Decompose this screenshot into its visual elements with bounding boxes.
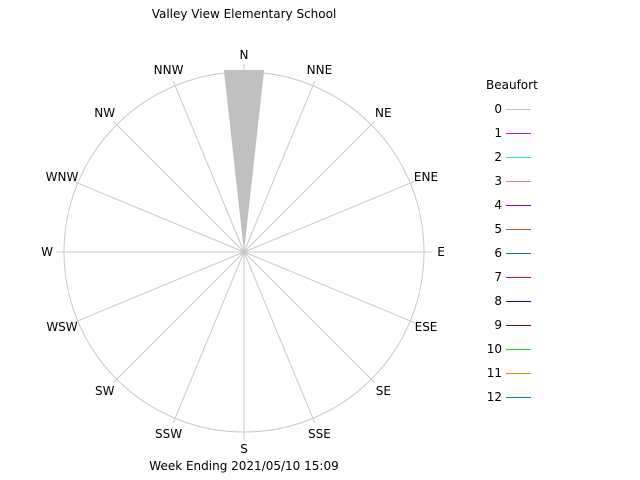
- legend-item-beaufort-12: 12: [478, 390, 538, 404]
- legend-label: 1: [494, 126, 502, 140]
- chart-title: Valley View Elementary School: [151, 7, 337, 21]
- legend-swatch-line: [506, 109, 531, 110]
- direction-label-ene: ENE: [413, 169, 439, 184]
- legend-swatch-line: [506, 301, 531, 302]
- legend-item-beaufort-9: 9: [478, 318, 538, 332]
- legend-item-beaufort-8: 8: [478, 294, 538, 308]
- wedge-n-beaufort-0: [223, 70, 265, 252]
- direction-label-ese: ESE: [414, 320, 438, 335]
- direction-label-ssw: SSW: [155, 427, 183, 441]
- spoke-wnw: [72, 180, 245, 253]
- legend-swatch-line: [506, 373, 531, 374]
- legend-label: 3: [494, 174, 502, 188]
- legend-label: 11: [486, 366, 502, 380]
- direction-label-sw: SW: [94, 384, 115, 399]
- legend-swatch-line: [506, 229, 531, 230]
- legend-swatch-line: [506, 253, 531, 254]
- wind-wedges: [223, 70, 265, 252]
- direction-label-sse: SSE: [307, 427, 331, 441]
- spoke-nne: [243, 80, 316, 253]
- legend-item-beaufort-7: 7: [478, 270, 538, 284]
- legend-item-beaufort-1: 1: [478, 126, 538, 140]
- polar-grid: [56, 64, 432, 440]
- legend-item-beaufort-2: 2: [478, 150, 538, 164]
- direction-label-se: SE: [375, 384, 391, 399]
- legend-title: Beaufort: [486, 78, 538, 92]
- direction-label-w: W: [41, 245, 53, 259]
- legend-swatch-line: [506, 349, 531, 350]
- legend-label: 9: [494, 318, 502, 332]
- direction-label-nw: NW: [94, 105, 116, 120]
- legend-swatch-line: [506, 181, 531, 182]
- legend-item-beaufort-3: 3: [478, 174, 538, 188]
- legend-item-beaufort-10: 10: [478, 342, 538, 356]
- spoke-ese: [243, 251, 416, 324]
- chart-footer: Week Ending 2021/05/10 15:09: [149, 459, 339, 473]
- legend-label: 5: [494, 222, 502, 236]
- spoke-nnw: [172, 80, 245, 253]
- direction-label-nnw: NNW: [153, 63, 184, 77]
- legend-label: 12: [486, 390, 502, 404]
- direction-label-s: S: [240, 442, 248, 456]
- spoke-se: [243, 251, 376, 384]
- spoke-ssw: [172, 251, 245, 424]
- legend-label: 7: [494, 270, 502, 284]
- legend-swatch-line: [506, 157, 531, 158]
- spoke-wsw: [72, 251, 245, 324]
- direction-label-nne: NNE: [306, 63, 333, 77]
- legend-swatch-line: [506, 277, 531, 278]
- legend-item-beaufort-11: 11: [478, 366, 538, 380]
- legend-item-beaufort-4: 4: [478, 198, 538, 212]
- legend-label: 0: [494, 102, 502, 116]
- legend-swatch-line: [506, 205, 531, 206]
- legend-swatch-line: [506, 325, 531, 326]
- legend-label: 4: [494, 198, 502, 212]
- spoke-ene: [243, 180, 416, 253]
- legend-label: 2: [494, 150, 502, 164]
- direction-label-ne: NE: [375, 105, 392, 120]
- spoke-sw: [112, 251, 245, 384]
- direction-label-wnw: WNW: [45, 169, 79, 184]
- legend-label: 6: [494, 246, 502, 260]
- legend-label: 8: [494, 294, 502, 308]
- direction-label-e: E: [437, 245, 445, 259]
- legend-swatch-line: [506, 397, 531, 398]
- spoke-ne: [243, 120, 376, 253]
- legend-item-beaufort-5: 5: [478, 222, 538, 236]
- legend-label: 10: [486, 342, 502, 356]
- legend-item-beaufort-6: 6: [478, 246, 538, 260]
- spoke-nw: [112, 120, 245, 253]
- legend-item-beaufort-0: 0: [478, 102, 538, 116]
- spoke-sse: [243, 251, 316, 424]
- direction-label-n: N: [239, 48, 249, 62]
- direction-label-wsw: WSW: [46, 320, 78, 335]
- legend-swatch-line: [506, 133, 531, 134]
